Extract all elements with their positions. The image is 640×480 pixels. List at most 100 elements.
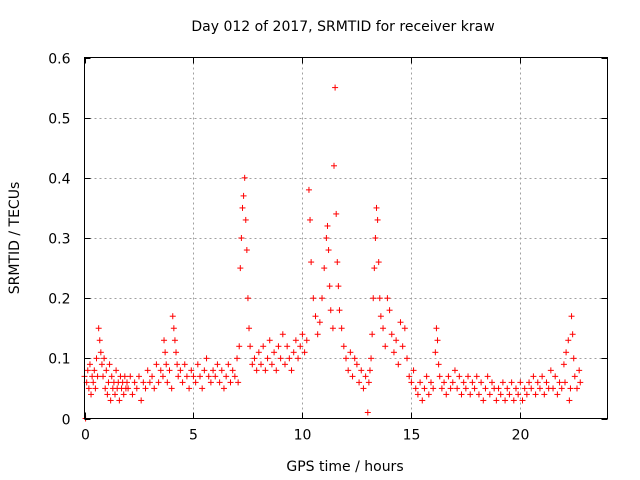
data-point (371, 265, 378, 272)
data-point (406, 373, 413, 380)
data-point (241, 174, 248, 181)
data-point (345, 367, 352, 374)
data-point (264, 355, 271, 362)
data-point (451, 367, 458, 374)
y-tick-label: 0.5 (48, 112, 70, 128)
data-point (288, 367, 295, 374)
data-point (108, 373, 115, 380)
data-point (199, 385, 206, 392)
data-point (253, 367, 260, 374)
data-point (380, 325, 387, 332)
y-tick-label: 0 (62, 413, 71, 429)
data-point (324, 222, 331, 229)
data-point (410, 367, 417, 374)
data-point (164, 379, 171, 386)
data-point (162, 349, 169, 356)
data-point (307, 216, 314, 223)
data-point (243, 247, 250, 254)
data-point (279, 331, 286, 338)
data-point (423, 373, 430, 380)
data-point (504, 385, 511, 392)
data-point (171, 337, 178, 344)
data-point (360, 385, 367, 392)
data-point (335, 283, 342, 290)
data-point (94, 373, 101, 380)
data-point (376, 295, 383, 302)
data-point (382, 343, 389, 350)
data-point (333, 210, 340, 217)
data-point (316, 319, 323, 326)
data-point (532, 391, 539, 398)
data-point (486, 391, 493, 398)
data-point (515, 391, 522, 398)
data-point (438, 385, 445, 392)
data-point (556, 379, 563, 386)
data-point (482, 385, 489, 392)
data-point (517, 379, 524, 386)
data-point (408, 379, 415, 386)
data-point (497, 391, 504, 398)
data-point (175, 373, 182, 380)
data-point (550, 385, 557, 392)
data-point (308, 259, 315, 266)
data-point (334, 259, 341, 266)
data-point (412, 385, 419, 392)
data-point (493, 397, 500, 404)
data-point (435, 361, 442, 368)
data-point (207, 379, 214, 386)
data-point (326, 283, 333, 290)
data-point (303, 337, 310, 344)
data-point (174, 361, 181, 368)
data-point (534, 379, 541, 386)
data-point (543, 379, 550, 386)
data-point (151, 385, 158, 392)
data-point (149, 373, 156, 380)
data-point (475, 391, 482, 398)
data-point (462, 385, 469, 392)
data-point (88, 391, 95, 398)
data-point (223, 373, 230, 380)
data-point (547, 367, 554, 374)
data-point (340, 343, 347, 350)
data-point (125, 385, 132, 392)
data-point (131, 379, 138, 386)
y-axis-label: SRMTID / TECUs (7, 182, 23, 295)
data-point (528, 385, 535, 392)
data-point (433, 325, 440, 332)
data-point (220, 385, 227, 392)
x-tick-label: 10 (294, 428, 312, 444)
data-point (338, 325, 345, 332)
data-point (196, 373, 203, 380)
y-tick-label: 0.4 (48, 172, 70, 188)
data-point (467, 391, 474, 398)
data-point (127, 373, 134, 380)
data-point (386, 307, 393, 314)
y-tick-label: 0.1 (48, 352, 70, 368)
data-point (469, 379, 476, 386)
data-point (319, 295, 326, 302)
data-point (157, 367, 164, 374)
data-point (91, 367, 98, 374)
data-point (237, 265, 244, 272)
data-point (146, 379, 153, 386)
data-point (98, 361, 105, 368)
data-point (210, 367, 217, 374)
data-point (458, 391, 465, 398)
data-point (181, 361, 188, 368)
data-point (473, 373, 480, 380)
data-point (347, 349, 354, 356)
data-point (113, 367, 120, 374)
data-point (159, 373, 166, 380)
data-point (526, 379, 533, 386)
data-point (541, 391, 548, 398)
data-point (238, 235, 245, 241)
data-point (393, 337, 400, 344)
y-tick-label: 0.2 (48, 292, 70, 308)
data-point (86, 361, 93, 368)
data-point (332, 84, 339, 91)
data-point (121, 373, 128, 380)
data-point (353, 361, 360, 368)
data-point (120, 391, 127, 398)
data-point (349, 373, 356, 380)
data-point (234, 355, 241, 362)
